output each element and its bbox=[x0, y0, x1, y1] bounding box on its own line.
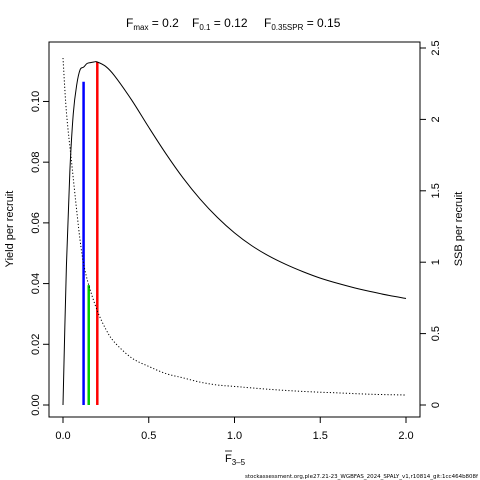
footer-note: stockassessment.org,ple27.21-23_WGBFAS_2… bbox=[245, 474, 479, 480]
y-right-tick-label: 0 bbox=[430, 402, 442, 408]
y-right-tick-label: 1 bbox=[430, 259, 442, 265]
y-right-tick-label: 2 bbox=[430, 116, 442, 122]
title-f035spr: F0.35SPR = 0.15 bbox=[264, 16, 341, 32]
y-left-tick-label: 0.04 bbox=[30, 273, 42, 294]
reference-lines bbox=[82, 62, 99, 405]
x-tick-label: 0.0 bbox=[55, 430, 70, 442]
axes: 0.0 0.5 1.0 1.5 2.0 0.00 0.02 0.04 0.06 0.08 0.10 0… bbox=[30, 40, 442, 442]
y-right-tick-label: 1.5 bbox=[430, 183, 442, 198]
y-axis-label-right: SSB per recruit bbox=[453, 192, 465, 267]
title-f01: F0.1 = 0.12 bbox=[192, 16, 248, 32]
x-tick-label: 1.0 bbox=[227, 430, 242, 442]
x-tick-label: 2.0 bbox=[398, 430, 413, 442]
y-right-tick-label: 2.5 bbox=[430, 40, 442, 55]
y-left-tick-label: 0.10 bbox=[30, 91, 42, 112]
svg-text:F3–5: F3–5 bbox=[225, 453, 246, 467]
y-left-tick-label: 0.02 bbox=[30, 334, 42, 355]
curves bbox=[62, 57, 407, 406]
yield-per-recruit-curve bbox=[62, 61, 407, 406]
y-left-tick-label: 0.00 bbox=[30, 394, 42, 415]
title-fmax: Fmax = 0.2 bbox=[126, 16, 179, 32]
x-tick-label: 1.5 bbox=[313, 430, 328, 442]
y-right-tick-label: 0.5 bbox=[430, 326, 442, 341]
chart-title: Fmax = 0.2 F0.1 = 0.12 F0.35SPR = 0.15 bbox=[126, 16, 341, 32]
ssb-per-recruit-curve bbox=[62, 57, 407, 396]
x-axis-label: F3–5 bbox=[225, 450, 246, 467]
y-left-tick-label: 0.08 bbox=[30, 151, 42, 172]
x-tick-label: 0.5 bbox=[141, 430, 156, 442]
y-axis-label-left: Yield per recruit bbox=[4, 191, 16, 268]
plot-frame bbox=[48, 41, 421, 418]
y-left-tick-label: 0.06 bbox=[30, 212, 42, 233]
